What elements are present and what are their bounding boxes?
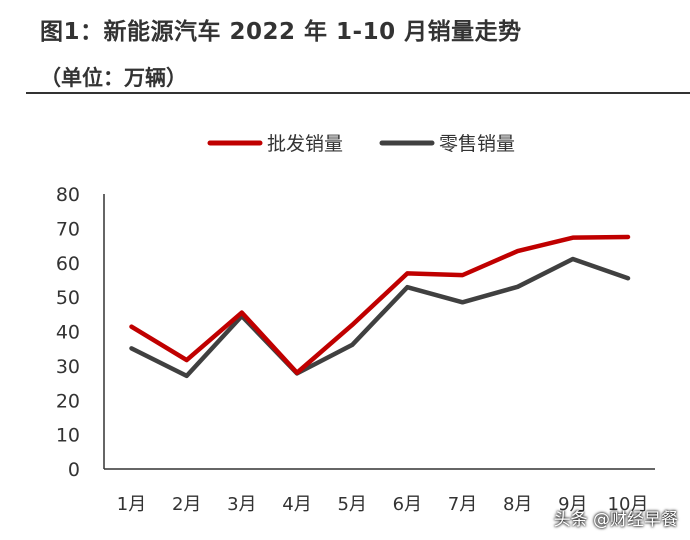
chart-title: 图1：新能源汽车 2022 年 1-10 月销量走势	[40, 19, 522, 45]
x-tick-label: 4月	[282, 494, 311, 515]
x-tick-label: 9月	[558, 494, 587, 515]
y-tick-label: 20	[56, 390, 80, 412]
series-line-wholesale	[129, 234, 631, 375]
y-tick-label: 10	[56, 425, 80, 447]
x-tick-label: 7月	[448, 494, 477, 515]
title-divider	[26, 92, 690, 94]
y-tick-label: 70	[56, 218, 80, 240]
x-tick-label: 2月	[172, 494, 201, 515]
y-tick-label: 40	[56, 322, 80, 344]
legend-item-wholesale-label: 批发销量	[267, 133, 343, 155]
y-tick-label: 80	[56, 184, 80, 206]
x-tick-label: 1月	[117, 494, 146, 515]
watermark: 头条 @财经早餐	[553, 510, 678, 530]
y-tick-label: 50	[56, 287, 80, 309]
legend-item-retail-label: 零售销量	[439, 133, 515, 155]
chart-subtitle: （单位：万辆）	[40, 66, 187, 90]
x-tick-label: 3月	[227, 494, 256, 515]
x-tick-label: 10月	[608, 494, 649, 515]
x-tick-label: 8月	[503, 494, 532, 515]
y-tick-label: 60	[56, 253, 80, 275]
x-tick-label: 5月	[337, 494, 366, 515]
x-tick-label: 6月	[393, 494, 422, 515]
series-line-retail	[129, 256, 631, 379]
y-tick-label: 0	[68, 459, 80, 481]
y-tick-label: 30	[56, 356, 80, 378]
